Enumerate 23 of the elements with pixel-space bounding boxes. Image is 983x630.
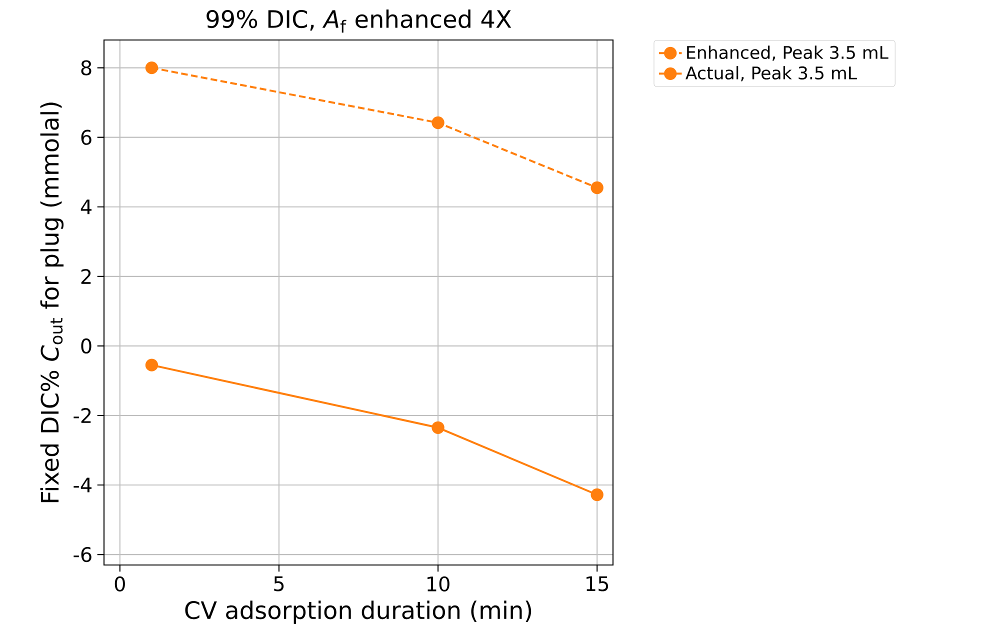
legend-label: Actual, Peak 3.5 mL: [686, 66, 857, 82]
point: [432, 116, 444, 130]
point: [145, 358, 158, 372]
chart-title: 99% DIC, A$_{f}$ enhanced 4X: [206, 10, 512, 33]
y-tick-label: 6: [81, 130, 92, 145]
x-axis-title: CV adsorption duration (min): [185, 600, 532, 624]
y-tick-label: -4: [74, 478, 92, 492]
point: [590, 181, 604, 194]
point: [432, 421, 444, 434]
point: [590, 488, 604, 502]
x-tick-label: 5: [274, 576, 284, 592]
y-tick-label: 4: [80, 200, 92, 214]
x-tick-label: 10: [428, 576, 450, 592]
y-tick-label: 2: [81, 268, 91, 284]
y-tick-label: 0: [81, 338, 92, 354]
x-tick-label: 0: [114, 576, 125, 592]
x-tick-label: 15: [586, 576, 608, 592]
point: [145, 61, 158, 74]
y-tick-label: 8: [81, 60, 92, 76]
y-axis-title: Fixed DIC% C$_{out}$ for plug (mmolal): [40, 102, 64, 502]
y-tick-label: -6: [74, 546, 92, 562]
y-tick-label: -2: [74, 408, 91, 423]
legend-label: Enhanced, Peak 3.5 mL: [687, 46, 888, 61]
